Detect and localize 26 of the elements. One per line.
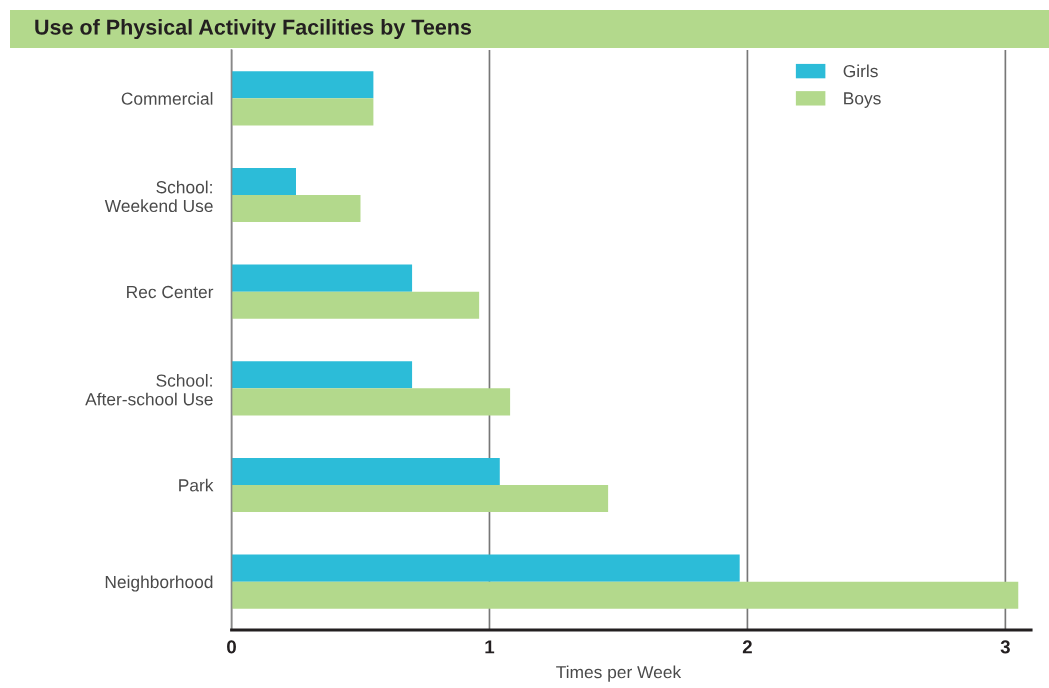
x-tick-label: 1 — [485, 640, 495, 654]
y-tick-label: Neighborhood — [105, 575, 213, 592]
x-tick-label: 2 — [742, 640, 752, 654]
bar — [231, 167, 296, 196]
legend-label: Boys — [844, 92, 881, 108]
x-tick-label: 3 — [1000, 640, 1010, 654]
bar — [231, 388, 511, 416]
bar — [231, 485, 609, 513]
x-tick-label: 0 — [227, 640, 236, 654]
y-tick-label: Park — [179, 478, 214, 492]
y-tick-label: Rec Center — [127, 285, 214, 299]
bar — [231, 264, 413, 292]
chart-title: Use of Physical Activity Facilities by Teens — [35, 18, 472, 40]
bar — [231, 71, 374, 99]
y-tick-label: Commercial — [121, 92, 213, 105]
y-tick-label: School: Weekend Use — [104, 180, 213, 213]
bar — [231, 457, 500, 486]
bar — [231, 291, 480, 319]
bar — [231, 361, 413, 389]
bar — [231, 195, 361, 223]
bar — [231, 581, 1019, 609]
x-axis-title: Times per Week — [556, 665, 682, 682]
bar — [231, 554, 740, 582]
bar — [231, 98, 374, 126]
legend-label: Girls — [843, 64, 878, 78]
y-tick-label: School: After-school Use — [85, 373, 213, 406]
